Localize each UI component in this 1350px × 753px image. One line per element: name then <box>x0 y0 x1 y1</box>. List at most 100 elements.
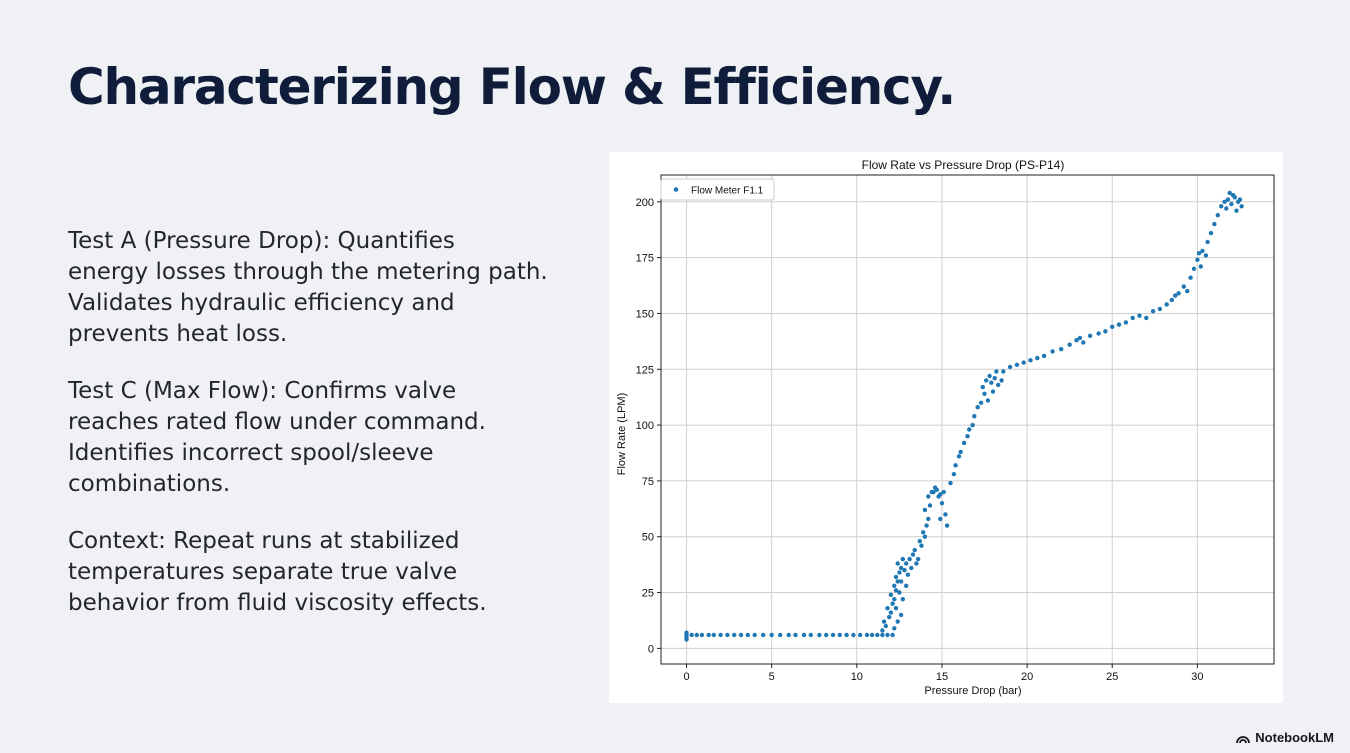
data-point <box>869 632 875 638</box>
data-point <box>1203 253 1209 258</box>
data-point <box>1144 315 1149 321</box>
data-point <box>684 630 689 635</box>
slide-title: Characterizing Flow & Efficiency. <box>68 58 956 116</box>
y-tick-label: 25 <box>642 588 654 600</box>
data-point <box>1157 306 1163 312</box>
data-point <box>1103 329 1108 334</box>
data-point <box>994 369 999 374</box>
data-point <box>927 503 933 508</box>
data-point <box>965 434 970 439</box>
data-point <box>961 440 967 446</box>
data-point <box>982 391 987 396</box>
data-point <box>738 632 744 638</box>
data-point <box>992 376 997 381</box>
data-point <box>1035 355 1040 361</box>
data-point <box>1077 335 1083 341</box>
data-point <box>938 516 943 522</box>
data-point <box>711 632 716 638</box>
data-point <box>699 632 705 638</box>
data-point <box>1185 288 1190 294</box>
data-point <box>817 632 822 638</box>
data-point <box>694 632 699 638</box>
y-tick-label: 0 <box>648 643 654 655</box>
chart-grid <box>661 175 1274 664</box>
data-point <box>864 632 870 638</box>
data-point <box>953 463 958 468</box>
x-tick-label: 30 <box>1191 671 1203 683</box>
legend-label: Flow Meter F1.1 <box>691 186 764 197</box>
data-point <box>1229 201 1234 207</box>
data-point <box>1225 197 1231 202</box>
y-tick-label: 200 <box>636 197 654 209</box>
brand-label: NotebookLM <box>1255 730 1334 745</box>
data-point <box>892 626 897 631</box>
data-point <box>902 568 907 573</box>
description-text: Test A (Pressure Drop): Quantifies energ… <box>68 226 588 645</box>
y-tick-label: 100 <box>636 420 654 432</box>
data-point <box>1074 338 1079 343</box>
data-point <box>975 405 980 410</box>
data-point <box>778 632 783 638</box>
data-point <box>915 556 921 562</box>
data-point <box>926 516 931 522</box>
data-point <box>786 632 791 638</box>
data-point <box>706 632 711 638</box>
data-point <box>895 619 900 624</box>
data-point <box>1059 347 1064 352</box>
data-point <box>892 597 897 602</box>
data-point <box>1050 349 1055 354</box>
data-point <box>1188 275 1193 280</box>
data-point <box>904 561 909 566</box>
data-point <box>898 612 904 618</box>
data-point <box>912 547 917 553</box>
data-point <box>1205 239 1210 245</box>
data-point <box>905 572 911 577</box>
data-point <box>943 512 948 517</box>
data-point <box>752 632 757 638</box>
data-point <box>900 597 905 602</box>
data-point <box>1123 320 1129 325</box>
data-point <box>885 632 890 638</box>
paragraph-test-c: Test C (Max Flow): Confirms valve reache… <box>68 378 486 497</box>
data-point <box>939 501 945 506</box>
y-tick-label: 125 <box>636 364 654 376</box>
data-point <box>745 632 750 638</box>
data-point <box>887 614 892 620</box>
data-point <box>970 422 975 428</box>
data-point <box>830 632 836 638</box>
data-point <box>888 610 894 615</box>
y-tick-label: 75 <box>642 476 654 488</box>
chart-title: Flow Rate vs Pressure Drop (PS-P14) <box>862 158 1065 172</box>
data-point <box>844 632 849 638</box>
data-point <box>999 378 1004 383</box>
data-point <box>851 632 856 638</box>
data-point <box>1110 324 1115 329</box>
data-point <box>761 632 766 638</box>
data-point <box>718 632 723 638</box>
data-point <box>1224 206 1229 211</box>
data-point <box>1219 204 1224 209</box>
data-point <box>989 380 994 385</box>
data-point <box>922 534 928 539</box>
chart-ticks: 0 5 10 15 20 25 30 0 25 50 75 100 125 150 175 200 <box>636 197 1204 683</box>
data-point <box>769 632 774 638</box>
data-point <box>932 485 938 490</box>
data-point <box>732 632 737 638</box>
data-point <box>824 632 829 638</box>
data-point <box>921 530 926 535</box>
x-tick-label: 20 <box>1021 671 1033 683</box>
notebooklm-logo-icon <box>1236 735 1251 743</box>
data-point <box>924 523 929 528</box>
data-point <box>892 583 897 588</box>
data-point <box>1001 369 1006 374</box>
data-point <box>926 494 931 499</box>
data-point <box>1116 322 1122 327</box>
data-point <box>888 592 894 597</box>
data-point <box>1239 204 1244 209</box>
data-point <box>936 494 941 499</box>
data-point <box>985 398 991 403</box>
data-point <box>941 489 946 495</box>
data-point <box>1196 251 1202 256</box>
data-point <box>1173 293 1178 298</box>
data-point <box>1237 197 1243 202</box>
